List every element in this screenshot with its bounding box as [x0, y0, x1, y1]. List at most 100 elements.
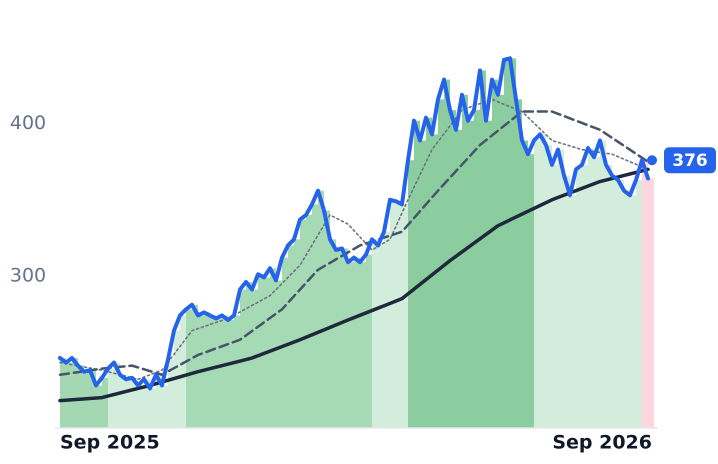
area-step	[366, 254, 372, 428]
area-step	[432, 134, 438, 428]
area-step	[228, 319, 234, 428]
area-step	[594, 157, 600, 428]
area-step	[450, 110, 456, 429]
area-step	[552, 164, 558, 429]
area-step	[66, 362, 72, 428]
area-step	[540, 134, 546, 428]
last-value-badge	[664, 147, 716, 174]
area-step	[618, 180, 624, 428]
area-step	[252, 289, 258, 428]
area-step	[480, 70, 486, 428]
area-step	[222, 315, 228, 428]
area-step	[330, 239, 336, 428]
area-step	[474, 110, 480, 429]
area-step	[342, 248, 348, 428]
area-step	[534, 140, 540, 428]
area-step	[72, 358, 78, 428]
area-step	[282, 257, 288, 428]
area-step	[564, 175, 570, 428]
area-step	[486, 120, 492, 429]
area-step	[294, 239, 300, 428]
area-step	[156, 374, 162, 428]
area-step	[510, 58, 516, 429]
area-step	[108, 368, 114, 428]
y-tick-label: 300	[10, 264, 46, 286]
area-step	[582, 164, 588, 429]
area-step	[444, 79, 450, 428]
area-step	[234, 315, 240, 428]
area-step	[546, 145, 552, 428]
area-step	[336, 249, 342, 428]
area-step	[438, 99, 444, 428]
area-step	[558, 149, 564, 429]
area-step	[498, 94, 504, 429]
area-step	[504, 59, 510, 429]
area-step	[426, 117, 432, 428]
average-line	[58, 110, 650, 376]
area-step	[288, 245, 294, 428]
area-step	[318, 190, 324, 428]
area-step	[96, 385, 102, 428]
area-step	[630, 195, 636, 428]
x-tick-label: Sep 2026	[552, 432, 652, 454]
area-step	[132, 377, 138, 428]
area-step	[468, 120, 474, 429]
area-step	[354, 257, 360, 428]
area-step	[192, 304, 198, 428]
area-step	[384, 231, 390, 428]
area-step	[396, 201, 402, 428]
average-line	[59, 98, 649, 381]
area-step	[414, 120, 420, 429]
area-step	[210, 315, 216, 428]
area-step	[378, 245, 384, 428]
area-step	[324, 210, 330, 428]
area-step	[270, 268, 276, 428]
area-step	[60, 358, 66, 428]
area-step	[408, 160, 414, 428]
area-step	[306, 215, 312, 428]
area-step	[300, 219, 306, 428]
area-step	[312, 204, 318, 428]
area-step	[180, 315, 186, 428]
area-step	[120, 374, 126, 428]
area-step	[624, 190, 630, 428]
y-tick-label: 400	[10, 112, 46, 134]
area-step	[276, 280, 282, 428]
area-step	[162, 385, 168, 428]
area-step	[642, 160, 648, 428]
last-value-label: 376	[672, 151, 708, 171]
area-step	[462, 94, 468, 429]
area-step	[612, 175, 618, 428]
area-step	[126, 379, 132, 428]
area-step	[258, 274, 264, 428]
area-step	[144, 379, 150, 428]
area-step	[576, 169, 582, 428]
area-step	[648, 178, 654, 428]
area-step	[78, 365, 84, 428]
area-step	[636, 180, 642, 428]
area-step	[606, 164, 612, 429]
area-step	[528, 154, 534, 428]
area-step	[186, 309, 192, 428]
x-tick-label: Sep 2025	[60, 432, 160, 454]
area-step	[390, 199, 396, 428]
area-step	[570, 195, 576, 428]
area-step	[216, 318, 222, 428]
area-step	[138, 385, 144, 428]
area-step	[168, 359, 174, 428]
area-step	[372, 239, 378, 428]
area-step	[516, 99, 522, 428]
area-step	[456, 129, 462, 429]
area-step	[348, 262, 354, 428]
area-step	[522, 140, 528, 428]
area-step	[360, 262, 366, 428]
last-value-dot	[647, 155, 657, 166]
area-step	[150, 388, 156, 428]
area-step	[492, 79, 498, 428]
price-line	[58, 56, 650, 391]
area-step	[588, 148, 594, 429]
area-step	[246, 281, 252, 428]
area-step	[402, 204, 408, 428]
area-step	[102, 377, 108, 428]
